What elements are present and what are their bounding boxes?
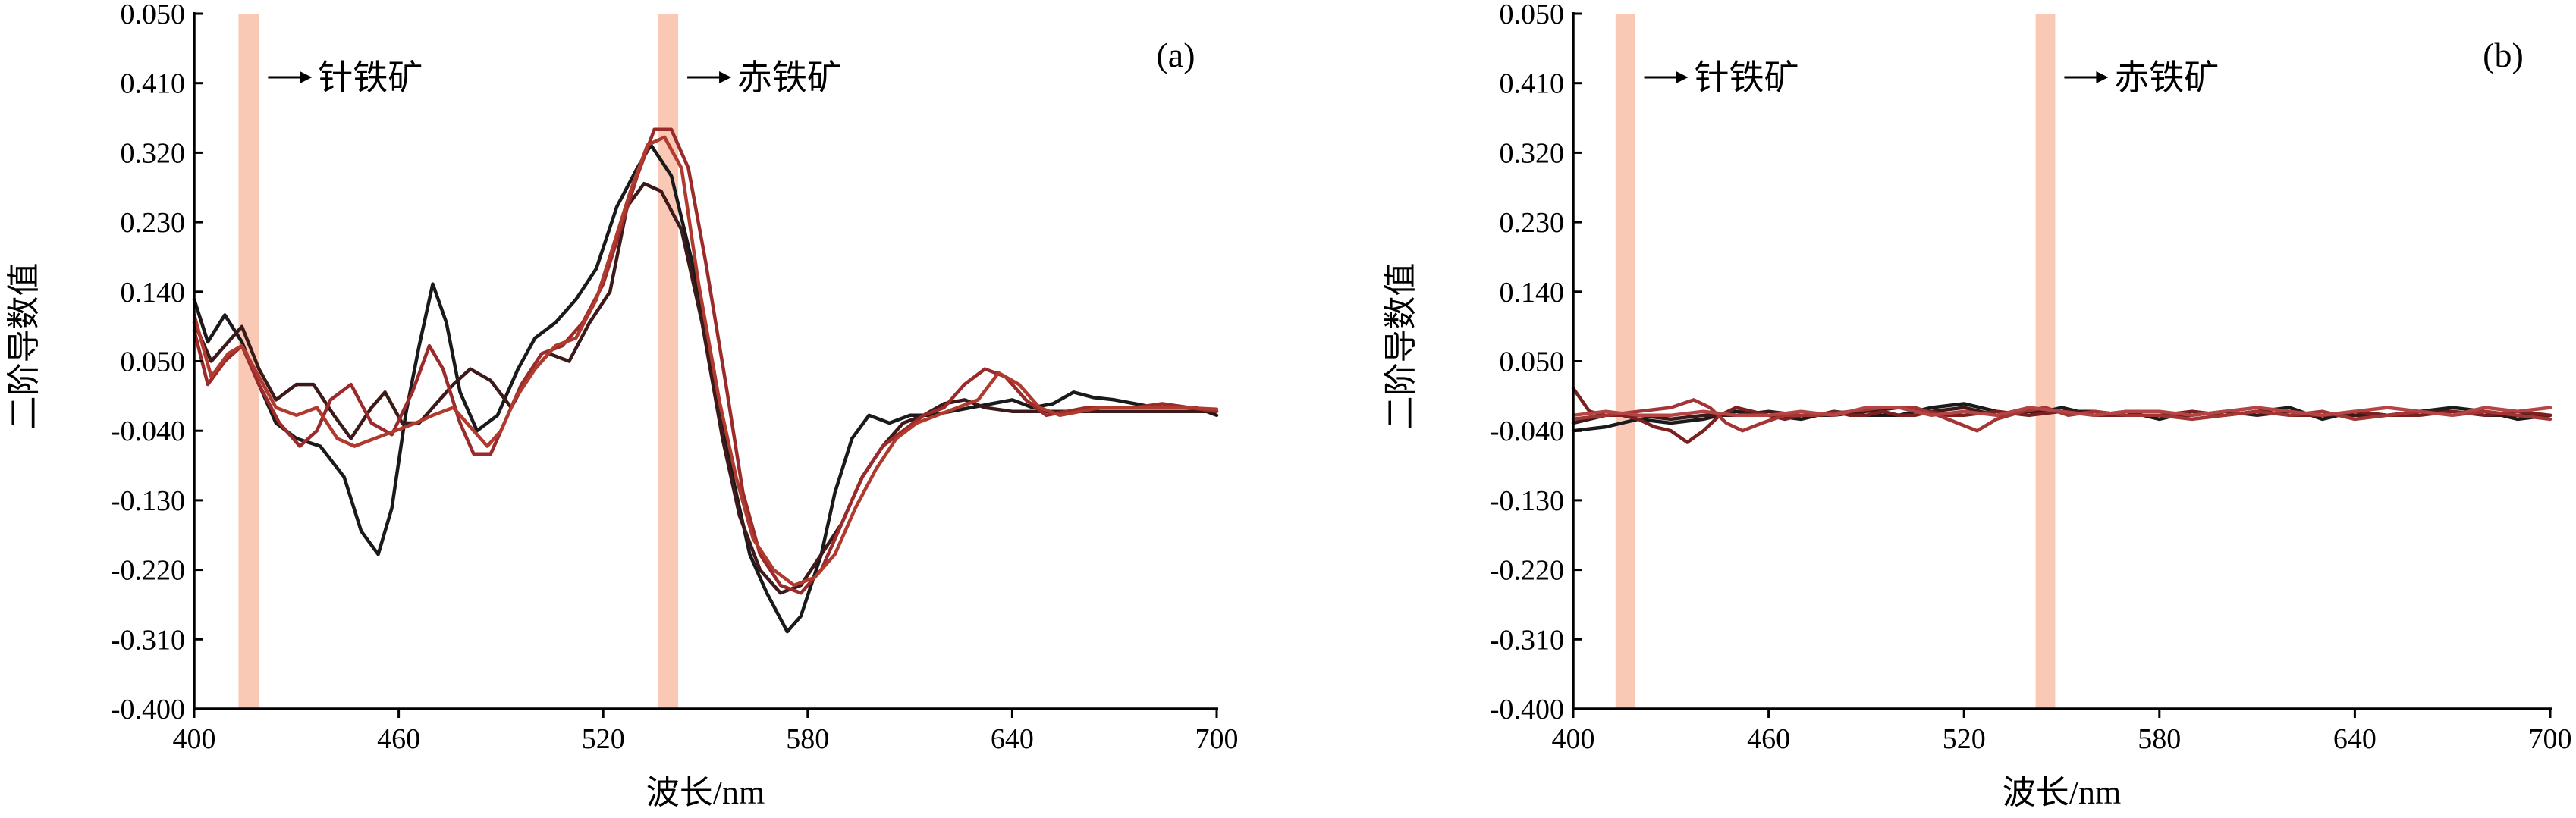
- annotation-label-1: 赤铁矿: [737, 58, 842, 97]
- y-tick-label: 0.410: [1500, 68, 1565, 100]
- series-line-4: [1571, 406, 2552, 418]
- y-tick-label: -0.040: [1490, 415, 1564, 447]
- y-tick-label: 0.320: [1500, 137, 1565, 169]
- y-tick-label: 0.050: [121, 0, 186, 30]
- series-line-0: [192, 143, 1219, 634]
- annotation-arrowhead-1: [719, 71, 732, 83]
- x-tick-label: 580: [2138, 723, 2181, 755]
- y-tick-label: -0.310: [1490, 624, 1564, 656]
- annotation-label-1: 赤铁矿: [2114, 58, 2219, 97]
- annotation-label-0: 针铁矿: [1695, 58, 1799, 97]
- series-line-3: [192, 135, 1219, 588]
- x-tick-label: 520: [582, 723, 625, 755]
- y-tick-label: 0.410: [121, 68, 186, 100]
- panel-b: 针铁矿 赤铁矿 0.050 0.410 0.320 0.230 0.140 0.050 -0.0…: [1382, 0, 2572, 811]
- x-tick-label: 640: [991, 723, 1034, 755]
- y-tick-label: 0.320: [121, 137, 186, 169]
- panel-label: (b): [2483, 36, 2524, 74]
- y-tick-label: 0.140: [1500, 277, 1565, 309]
- y-tick-label: -0.130: [1490, 485, 1564, 517]
- series-line-1: [192, 181, 1219, 595]
- y-tick-label: -0.130: [111, 485, 185, 517]
- y-tick-label: -0.310: [111, 624, 185, 656]
- annotation-arrowhead-1: [2096, 71, 2109, 83]
- y-tick-label: 0.230: [1500, 207, 1565, 239]
- x-tick-label: 460: [377, 723, 420, 755]
- y-axis-label: 二阶导数值: [5, 263, 42, 430]
- y-axis-label: 二阶导数值: [1382, 263, 1419, 430]
- x-tick-label: 520: [1943, 723, 1986, 755]
- x-tick-label: 700: [2529, 723, 2572, 755]
- y-tick-label: 0.050: [1500, 0, 1565, 30]
- series-line-3: [1571, 398, 2552, 433]
- band-1: [658, 14, 679, 709]
- x-axis-label: 波长/nm: [646, 774, 765, 811]
- band-0: [1615, 14, 1635, 709]
- y-tick-label: -0.040: [111, 415, 185, 447]
- y-tick-label: 0.140: [121, 277, 186, 309]
- x-tick-label: 640: [2333, 723, 2377, 755]
- x-axis-label: 波长/nm: [2003, 774, 2121, 811]
- y-tick-label: -0.400: [1490, 694, 1564, 726]
- panel-label: (a): [1156, 36, 1195, 74]
- annotation-arrowhead-0: [300, 71, 313, 83]
- x-tick-label: 700: [1195, 723, 1239, 755]
- panel-a: 针铁矿 赤铁矿 0.050 0.410 0.320 0.230 0.140 0.050 -0.0…: [5, 0, 1239, 811]
- y-tick-label: -0.220: [111, 555, 185, 587]
- x-tick-label: 400: [173, 723, 216, 755]
- annotation-label-0: 针铁矿: [318, 58, 423, 97]
- y-tick-label: 0.050: [1500, 346, 1565, 378]
- y-tick-label: 0.230: [121, 207, 186, 239]
- band-1: [2035, 14, 2056, 709]
- annotation-arrowhead-0: [1676, 71, 1689, 83]
- series-line-2: [192, 127, 1219, 595]
- x-tick-label: 580: [786, 723, 829, 755]
- x-tick-label: 460: [1747, 723, 1790, 755]
- x-tick-label: 400: [1552, 723, 1595, 755]
- y-tick-label: 0.050: [121, 346, 186, 378]
- y-tick-label: -0.220: [1490, 555, 1564, 587]
- y-tick-label: -0.400: [111, 694, 185, 726]
